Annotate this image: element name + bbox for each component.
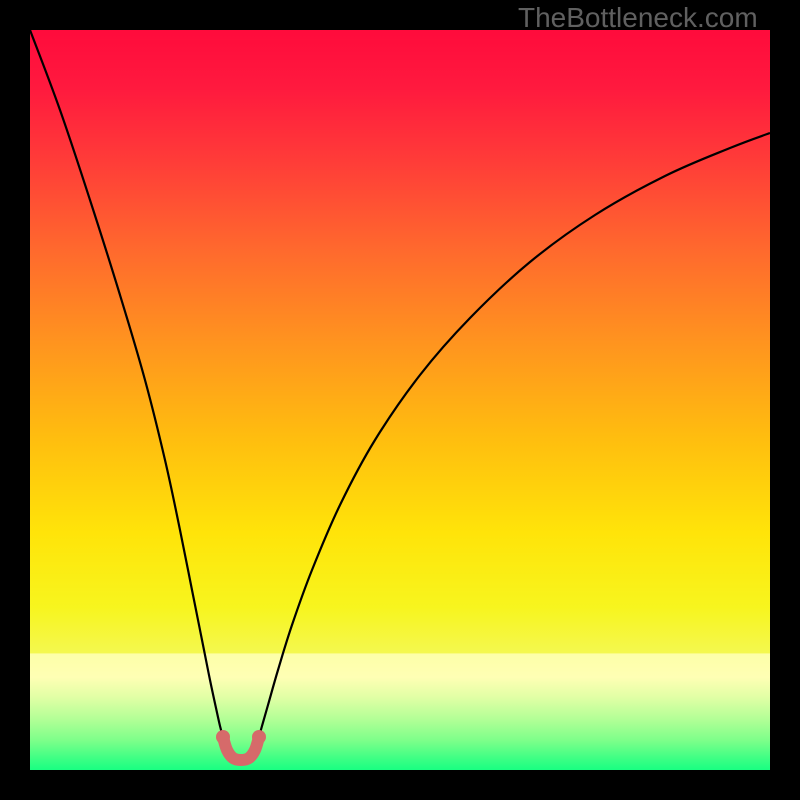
valley-marker-dot-left bbox=[216, 730, 230, 744]
chart-svg bbox=[30, 30, 770, 770]
gradient-background bbox=[30, 30, 770, 770]
valley-marker-dot-right bbox=[252, 730, 266, 744]
plot-area bbox=[30, 30, 770, 770]
